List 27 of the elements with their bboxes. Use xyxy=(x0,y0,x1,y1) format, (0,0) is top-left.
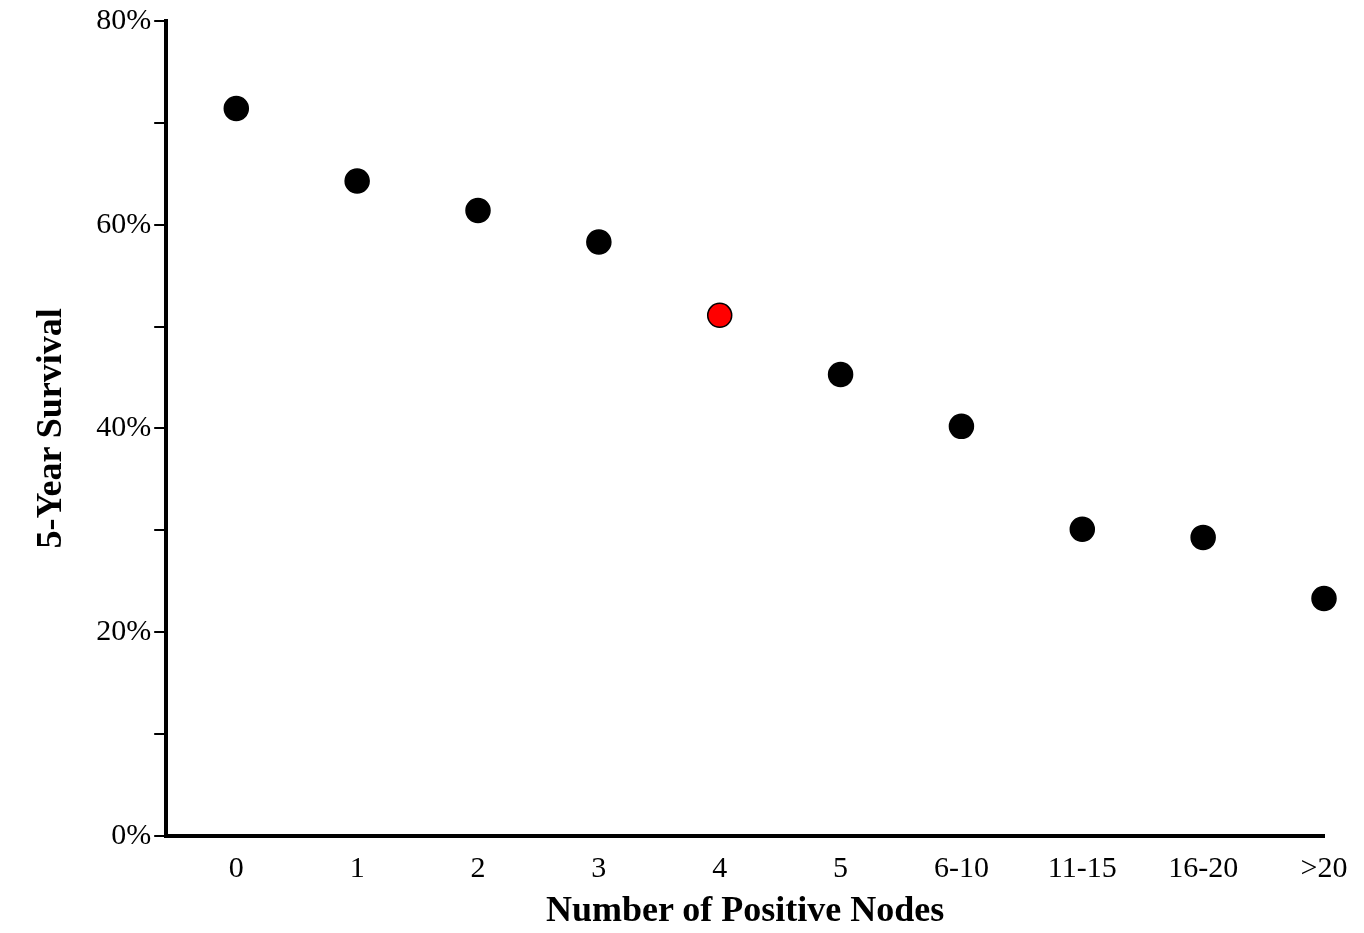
y-tick-label: 20% xyxy=(96,612,152,646)
x-axis-title: Number of Positive Nodes xyxy=(545,888,945,929)
point xyxy=(1311,585,1337,612)
point xyxy=(827,361,854,388)
point xyxy=(223,95,250,122)
x-tick-label: 4 xyxy=(712,849,728,883)
x-tick-label: 1 xyxy=(349,849,365,883)
x-tick-label: 2 xyxy=(470,849,486,883)
point xyxy=(344,168,370,194)
point xyxy=(465,197,491,224)
y-tick-label: 80% xyxy=(96,1,152,35)
x-tick-label: 6-10 xyxy=(933,849,989,883)
x-tick-label: 3 xyxy=(591,849,607,883)
point xyxy=(1190,524,1216,551)
x-tick-label: 11-15 xyxy=(1047,849,1117,883)
x-tick-label: 16-20 xyxy=(1168,849,1239,883)
y-tick-label: 60% xyxy=(96,205,152,239)
y-tick-label: 0% xyxy=(111,816,152,850)
point xyxy=(948,413,975,440)
point xyxy=(586,229,612,255)
y-tick-label: 40% xyxy=(96,409,152,443)
x-tick-label: 0 xyxy=(228,849,244,883)
x-tick-label: 5 xyxy=(833,849,849,883)
x-tick-label: >20 xyxy=(1300,849,1348,883)
y-axis-title: 5-Year Survival xyxy=(28,308,69,549)
point xyxy=(706,302,733,329)
point xyxy=(1069,516,1096,542)
